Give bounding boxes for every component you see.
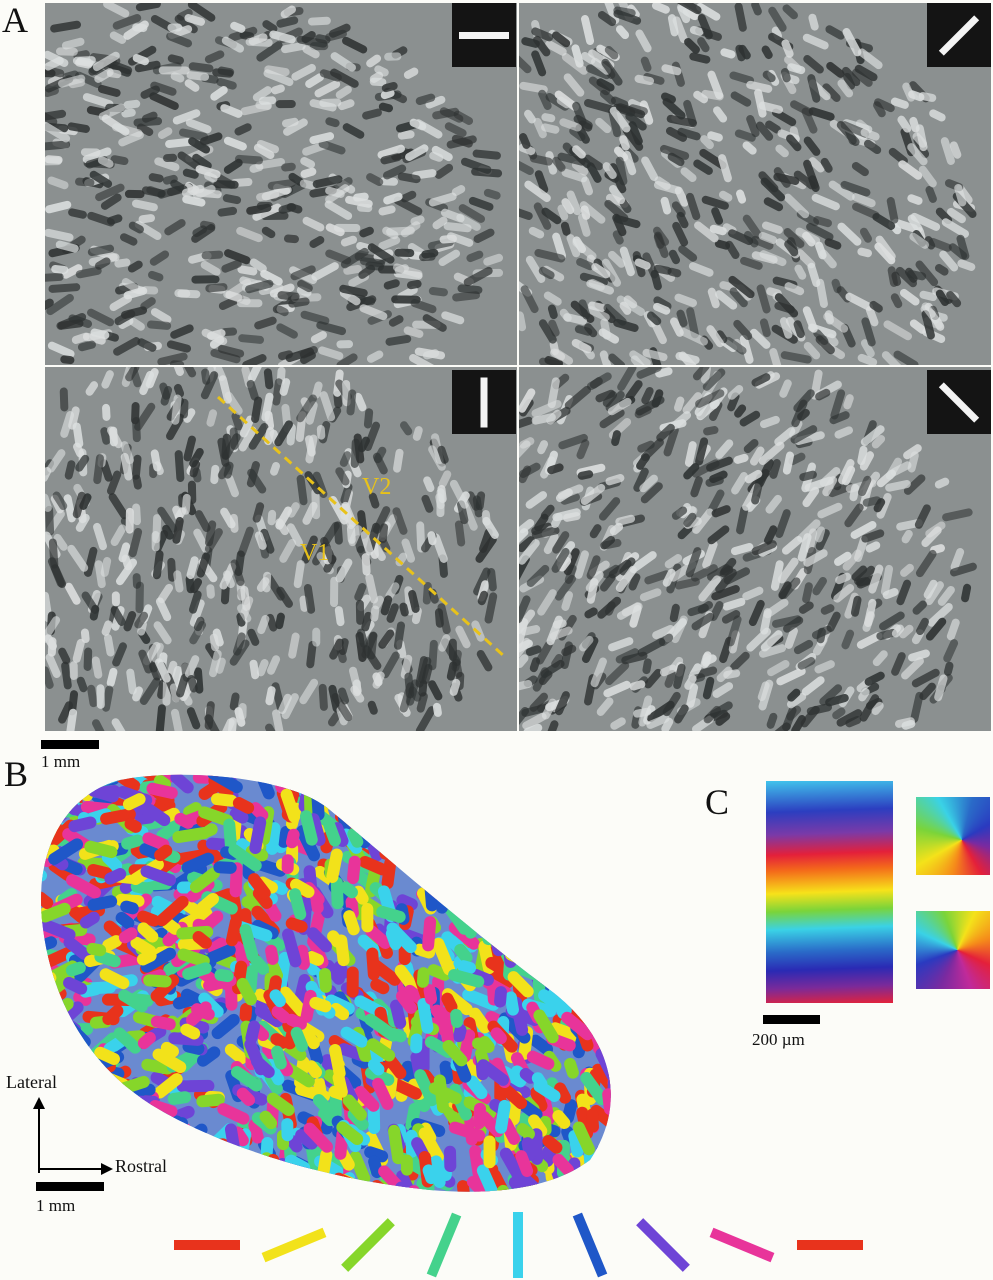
orientation-key-bar xyxy=(426,1212,462,1278)
panel-a-tile-4 xyxy=(519,367,991,731)
orientation-key-bar xyxy=(513,1212,523,1278)
v1-label: V1 xyxy=(300,540,330,566)
panel-b-scale-bar xyxy=(36,1182,104,1191)
orientation-key-bar xyxy=(174,1240,240,1250)
panel-a-letter: A xyxy=(2,0,28,40)
orientation-key-bar xyxy=(572,1212,608,1278)
orientation-key-bar xyxy=(709,1227,775,1263)
orientation-map xyxy=(40,774,611,1192)
orientation-key-bar xyxy=(636,1218,690,1272)
rostral-axis-label: Rostral xyxy=(115,1156,167,1176)
panel-a-tile-3 xyxy=(45,367,517,731)
diagonal-bar-icon xyxy=(927,3,991,67)
panel-b-letter: B xyxy=(4,754,29,794)
panel-a-scale-label: 1 mm xyxy=(41,752,81,771)
pinwheel-2 xyxy=(916,911,990,989)
orientation-key-bar xyxy=(797,1240,863,1250)
pinwheel-1 xyxy=(916,797,990,875)
panel-c-scale-label: 200 µm xyxy=(752,1030,805,1049)
panel-a-tile-2 xyxy=(519,3,991,365)
v1-v2-border-line xyxy=(216,395,507,659)
panel-c-scale-bar xyxy=(763,1015,820,1024)
zoomed-orientation-stripes xyxy=(766,781,893,1003)
v2-label: V2 xyxy=(362,474,392,500)
vertical-bar-icon xyxy=(452,370,516,434)
orientation-key-bar xyxy=(341,1218,395,1272)
panel-b-scale-label: 1 mm xyxy=(36,1196,76,1215)
panel-a-scale-bar xyxy=(41,740,99,749)
antidiagonal-bar-icon xyxy=(927,370,991,434)
panel-c-letter: C xyxy=(705,782,730,822)
horizontal-bar-icon xyxy=(452,3,516,67)
panel-a-tile-1 xyxy=(45,3,517,365)
axis-arrows xyxy=(33,1097,113,1175)
lateral-axis-label: Lateral xyxy=(6,1072,57,1092)
orientation-key-bar xyxy=(261,1227,327,1263)
